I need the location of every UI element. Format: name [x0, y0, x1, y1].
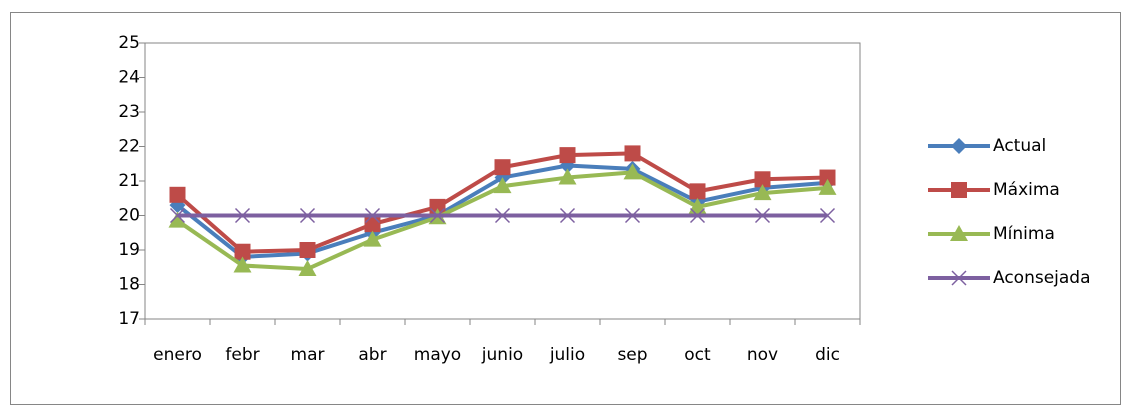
marker — [819, 169, 836, 186]
marker — [169, 207, 186, 224]
marker — [234, 207, 251, 224]
x-tick-label: abr — [358, 345, 386, 365]
legend-label: Máxima — [993, 180, 1060, 200]
y-tick-label: 21 — [118, 171, 140, 191]
marker — [624, 207, 641, 224]
x-tick-label: mayo — [414, 345, 461, 365]
marker — [624, 145, 641, 162]
marker — [494, 159, 511, 176]
x-tick-label: julio — [549, 345, 585, 365]
x-tick-label: febr — [225, 345, 259, 365]
y-tick-label: 19 — [118, 240, 140, 260]
marker — [299, 207, 316, 224]
marker — [951, 182, 967, 198]
y-tick-label: 20 — [118, 206, 140, 226]
x-tick-label: nov — [747, 345, 778, 365]
y-tick-label: 22 — [118, 137, 140, 157]
marker — [233, 256, 252, 273]
x-tick-label: sep — [617, 345, 647, 365]
x-tick-label: enero — [153, 345, 202, 365]
marker — [559, 207, 576, 224]
marker — [299, 242, 316, 258]
y-tick-label: 25 — [118, 33, 140, 53]
marker — [234, 243, 251, 260]
y-tick-label: 18 — [118, 275, 140, 295]
marker — [819, 207, 836, 224]
marker — [951, 138, 967, 154]
marker — [559, 147, 576, 164]
marker — [754, 207, 771, 224]
marker — [689, 207, 706, 224]
y-tick-label: 24 — [118, 68, 140, 88]
legend-label: Aconsejada — [993, 268, 1091, 288]
marker — [429, 207, 446, 224]
marker — [623, 163, 642, 180]
x-tick-label: dic — [815, 345, 840, 365]
marker — [818, 178, 837, 195]
marker — [169, 186, 186, 203]
marker — [689, 183, 706, 200]
marker — [558, 168, 577, 185]
y-tick-label: 17 — [118, 309, 140, 329]
y-tick-label: 23 — [118, 102, 140, 122]
marker — [298, 259, 317, 276]
legend-label: Mínima — [993, 224, 1055, 244]
marker — [754, 171, 771, 188]
legend-label: Actual — [993, 136, 1046, 156]
marker — [753, 184, 772, 201]
marker — [364, 207, 381, 224]
x-tick-label: mar — [291, 345, 325, 365]
marker — [493, 177, 512, 194]
marker — [168, 211, 187, 228]
x-tick-label: oct — [684, 345, 711, 365]
marker — [494, 207, 511, 224]
marker — [950, 225, 968, 241]
marker — [364, 216, 381, 233]
marker — [688, 197, 707, 214]
marker — [951, 270, 967, 286]
marker — [363, 230, 382, 247]
x-tick-label: junio — [481, 345, 523, 365]
